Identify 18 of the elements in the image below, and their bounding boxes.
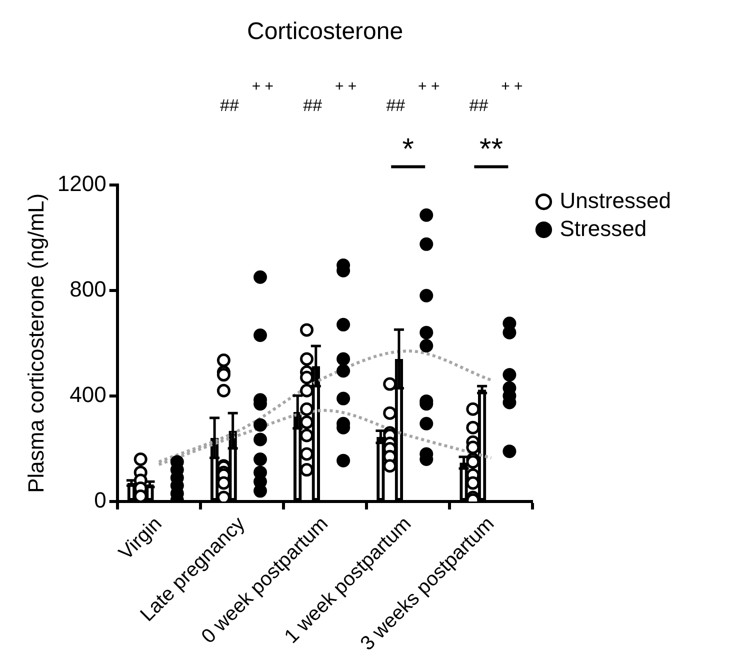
text: + +	[334, 78, 357, 95]
y-tick-label: 1200	[57, 170, 106, 196]
text: + +	[418, 78, 440, 95]
y-tick-label: 800	[70, 276, 106, 302]
text: ##	[303, 96, 323, 115]
chart-title: Corticosterone	[247, 18, 404, 46]
legend-label: Stressed	[560, 216, 647, 241]
text: ##	[469, 96, 489, 115]
text: ##	[220, 96, 240, 115]
text: **	[480, 132, 504, 166]
y-tick-label: 0	[94, 488, 106, 513]
text: ##	[386, 96, 406, 115]
legend-label: Unstressed	[560, 188, 672, 213]
y-axis-title: Plasma corticosterone (ng/mL)	[23, 193, 48, 493]
text: + +	[252, 78, 274, 95]
text: + +	[501, 78, 524, 95]
text: *	[402, 132, 414, 166]
y-tick-label: 400	[70, 382, 106, 407]
